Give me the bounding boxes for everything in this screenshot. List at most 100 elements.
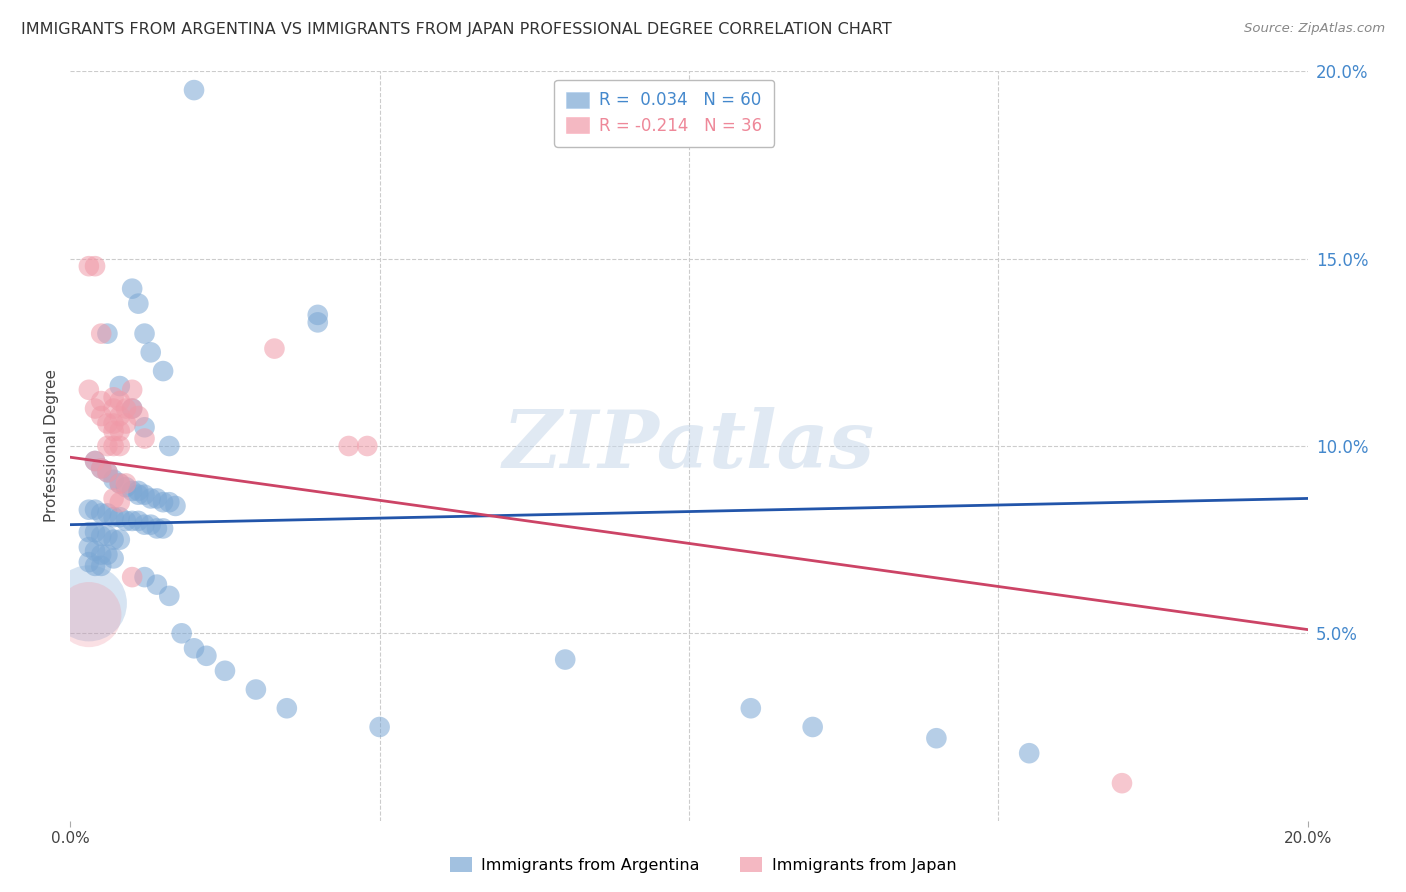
Point [740, 701, 762, 715]
Point [554, 652, 576, 666]
Point [801, 720, 824, 734]
Point [108, 476, 131, 491]
Point [77, 525, 100, 540]
Point [134, 420, 156, 434]
Point [165, 499, 187, 513]
Point [84, 558, 107, 573]
Point [103, 390, 125, 404]
Point [96, 548, 118, 562]
Point [121, 383, 143, 397]
Point [183, 83, 205, 97]
Point [77, 502, 100, 516]
Point [127, 488, 149, 502]
Point [84, 502, 107, 516]
Point [307, 308, 329, 322]
Point [108, 533, 131, 547]
Point [139, 491, 162, 506]
Point [108, 510, 131, 524]
Point [245, 682, 267, 697]
Point [96, 507, 118, 521]
Point [103, 533, 125, 547]
Point [103, 401, 125, 416]
Point [103, 424, 125, 438]
Point [103, 510, 125, 524]
Point [157, 589, 180, 603]
Point [152, 364, 174, 378]
Point [127, 514, 149, 528]
Point [84, 401, 107, 416]
Point [121, 570, 143, 584]
Point [103, 473, 125, 487]
Point [157, 495, 180, 509]
Point [96, 465, 118, 479]
Text: IMMIGRANTS FROM ARGENTINA VS IMMIGRANTS FROM JAPAN PROFESSIONAL DEGREE CORRELATI: IMMIGRANTS FROM ARGENTINA VS IMMIGRANTS … [21, 22, 891, 37]
Legend: Immigrants from Argentina, Immigrants from Japan: Immigrants from Argentina, Immigrants fr… [443, 851, 963, 880]
Point [195, 648, 218, 663]
Point [84, 525, 107, 540]
Point [276, 701, 298, 715]
Point [77, 607, 100, 622]
Point [146, 521, 169, 535]
Point [152, 521, 174, 535]
Point [368, 720, 391, 734]
Point [1018, 746, 1040, 760]
Point [90, 548, 112, 562]
Point [103, 417, 125, 431]
Point [108, 476, 131, 491]
Point [214, 664, 236, 678]
Point [108, 394, 131, 409]
Point [103, 551, 125, 566]
Point [121, 514, 143, 528]
Point [139, 345, 162, 359]
Point [121, 401, 143, 416]
Point [77, 383, 100, 397]
Point [183, 641, 205, 656]
Point [134, 517, 156, 532]
Point [263, 342, 285, 356]
Point [90, 507, 112, 521]
Point [96, 439, 118, 453]
Text: ZIPatlas: ZIPatlas [503, 408, 875, 484]
Point [77, 555, 100, 569]
Point [90, 461, 112, 475]
Point [925, 731, 948, 746]
Text: Source: ZipAtlas.com: Source: ZipAtlas.com [1244, 22, 1385, 36]
Point [90, 394, 112, 409]
Point [77, 259, 100, 273]
Point [115, 514, 138, 528]
Point [1111, 776, 1133, 790]
Point [121, 282, 143, 296]
Point [103, 491, 125, 506]
Point [96, 326, 118, 341]
Point [108, 409, 131, 423]
Point [134, 432, 156, 446]
Y-axis label: Professional Degree: Professional Degree [44, 369, 59, 523]
Point [90, 409, 112, 423]
Legend: R =  0.034   N = 60, R = -0.214   N = 36: R = 0.034 N = 60, R = -0.214 N = 36 [554, 79, 775, 146]
Point [96, 529, 118, 543]
Point [115, 417, 138, 431]
Point [84, 454, 107, 468]
Point [115, 480, 138, 494]
Point [115, 401, 138, 416]
Point [90, 558, 112, 573]
Point [90, 461, 112, 475]
Point [121, 483, 143, 498]
Point [84, 544, 107, 558]
Point [127, 296, 149, 310]
Point [108, 424, 131, 438]
Point [170, 626, 193, 640]
Point [337, 439, 360, 453]
Point [356, 439, 378, 453]
Point [96, 417, 118, 431]
Point [84, 454, 107, 468]
Point [115, 476, 138, 491]
Point [96, 465, 118, 479]
Point [139, 517, 162, 532]
Point [108, 379, 131, 393]
Point [84, 259, 107, 273]
Point [127, 409, 149, 423]
Point [103, 439, 125, 453]
Point [77, 596, 100, 610]
Point [307, 315, 329, 329]
